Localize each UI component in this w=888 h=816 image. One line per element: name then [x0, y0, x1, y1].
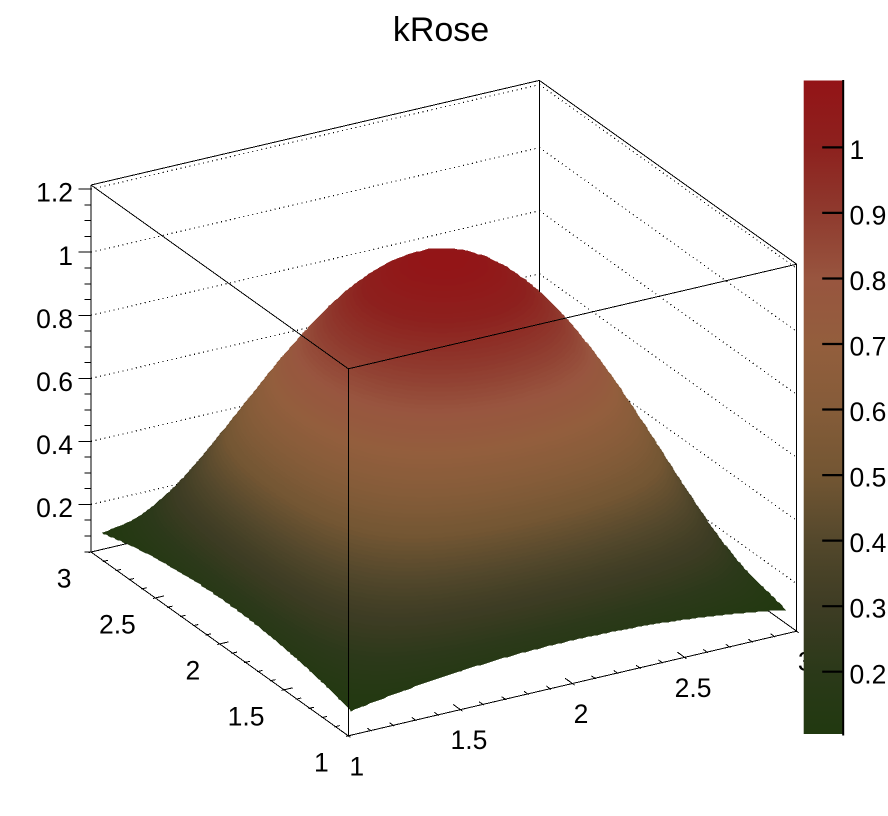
svg-text:1: 1 — [349, 751, 364, 781]
svg-text:0.5: 0.5 — [850, 463, 887, 493]
svg-text:0.4: 0.4 — [850, 528, 887, 558]
svg-text:1.5: 1.5 — [450, 725, 487, 755]
svg-text:0.2: 0.2 — [850, 659, 887, 689]
svg-text:1: 1 — [314, 747, 329, 777]
svg-text:2: 2 — [574, 699, 589, 729]
svg-text:0.7: 0.7 — [850, 332, 887, 362]
svg-text:2.5: 2.5 — [675, 673, 712, 703]
svg-text:1: 1 — [58, 241, 73, 271]
svg-text:2: 2 — [185, 655, 200, 685]
svg-text:0.3: 0.3 — [850, 594, 887, 624]
svg-text:1.5: 1.5 — [228, 701, 265, 731]
svg-text:0.6: 0.6 — [850, 397, 887, 427]
svg-text:0.8: 0.8 — [850, 266, 887, 296]
svg-text:3: 3 — [57, 564, 72, 594]
svg-text:0.9: 0.9 — [850, 200, 887, 230]
svg-text:0.2: 0.2 — [36, 493, 73, 523]
svg-text:0.4: 0.4 — [36, 430, 73, 460]
svg-text:0.6: 0.6 — [36, 367, 73, 397]
svg-text:0.8: 0.8 — [36, 304, 73, 334]
svg-text:1.2: 1.2 — [36, 178, 73, 208]
svg-text:1: 1 — [850, 135, 865, 165]
svg-text:2.5: 2.5 — [99, 610, 136, 640]
svg-text:kRose: kRose — [393, 11, 489, 49]
